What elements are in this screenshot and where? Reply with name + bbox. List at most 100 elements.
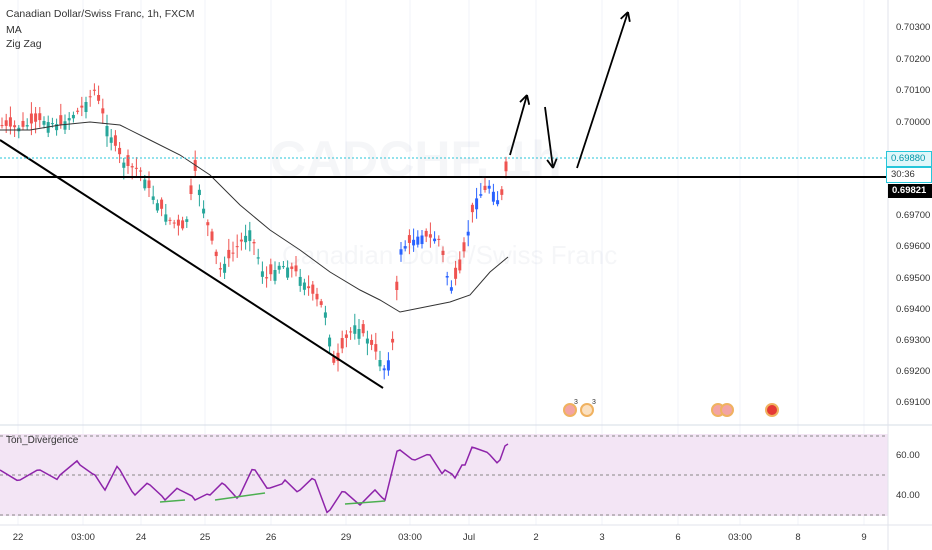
candle: [168, 219, 172, 221]
candle: [290, 266, 294, 269]
price-tick: 0.69700: [896, 210, 931, 221]
indicator-label[interactable]: Ton_Divergence: [6, 435, 79, 446]
divergence-line: [214, 492, 266, 501]
candle: [340, 338, 344, 349]
projection-arrow: [509, 94, 528, 156]
candle: [122, 162, 126, 168]
candle: [319, 301, 323, 305]
level-price-badge[interactable]: 0.69821: [888, 184, 932, 198]
candle: [315, 293, 319, 300]
candle: [399, 249, 403, 255]
event-count: 3: [592, 399, 596, 406]
candle: [416, 236, 420, 245]
candle: [496, 200, 500, 205]
candle: [353, 325, 357, 334]
candle: [8, 117, 12, 127]
candle: [189, 185, 193, 194]
candle: [487, 185, 491, 189]
candle: [172, 222, 176, 224]
candle: [231, 252, 235, 254]
price-tick: 0.69400: [896, 304, 931, 315]
candle: [470, 204, 474, 213]
candle: [105, 126, 109, 137]
candle: [307, 286, 311, 289]
candle: [378, 360, 382, 367]
candle: [277, 265, 281, 270]
candle: [109, 137, 113, 143]
candle: [311, 284, 315, 294]
candle: [428, 234, 432, 238]
price-tick: 0.69100: [896, 397, 931, 408]
countdown-badge: 30:36: [886, 167, 932, 183]
candle: [332, 356, 336, 363]
candle: [244, 235, 248, 243]
indicator-pane[interactable]: [0, 435, 888, 516]
event-count: 3: [574, 399, 578, 406]
candle: [328, 337, 332, 347]
candle: [80, 105, 84, 108]
zigzag-legend[interactable]: Zig Zag: [6, 38, 42, 50]
candle: [500, 189, 504, 195]
candle: [349, 331, 353, 333]
candle: [59, 115, 63, 125]
indicator-tick: 40.00: [896, 490, 920, 501]
candle: [0, 125, 4, 127]
candle: [357, 329, 361, 339]
candle: [227, 249, 231, 259]
candle: [155, 203, 159, 211]
candle: [395, 281, 399, 290]
canada-flag-icon[interactable]: [563, 403, 577, 417]
swiss-flag-icon[interactable]: [765, 403, 779, 417]
indicator-tick: 60.00: [896, 450, 920, 461]
canada-flag-icon[interactable]: [580, 403, 594, 417]
candle: [294, 265, 298, 272]
candle: [407, 235, 411, 243]
candle: [475, 198, 479, 210]
candle: [55, 124, 59, 131]
candle: [269, 264, 273, 275]
last-price-badge[interactable]: 0.69880: [886, 151, 932, 167]
arrow-head: [526, 94, 531, 105]
candle: [361, 324, 365, 334]
candle: [63, 121, 67, 130]
projection-arrow: [544, 106, 554, 169]
symbol-legend[interactable]: Canadian Dollar/Swiss Franc, 1h, FXCM: [6, 8, 195, 20]
arrow-head: [620, 11, 629, 20]
candle: [76, 110, 80, 112]
time-tick: 2: [533, 532, 539, 543]
candle: [260, 271, 264, 277]
candle: [370, 339, 374, 345]
candle: [483, 185, 487, 190]
candle: [38, 113, 42, 121]
time-tick: 6: [675, 532, 681, 543]
candle: [218, 268, 222, 270]
candle: [323, 312, 327, 318]
candle: [386, 360, 390, 371]
candle: [160, 199, 164, 209]
candle: [403, 246, 407, 249]
candle: [71, 114, 75, 119]
candle: [42, 121, 46, 125]
time-tick: 29: [340, 532, 352, 543]
time-tick: 25: [199, 532, 211, 543]
price-pane[interactable]: [0, 0, 888, 525]
candle: [336, 352, 340, 361]
candle: [67, 118, 71, 121]
candle: [286, 267, 290, 278]
canada-flag-icon[interactable]: [720, 403, 734, 417]
candle: [462, 242, 466, 252]
candle: [466, 231, 470, 236]
candle: [143, 179, 147, 189]
candle: [235, 246, 239, 248]
ma-legend[interactable]: MA: [6, 24, 22, 36]
arrow-head: [546, 159, 554, 169]
candle: [29, 113, 33, 124]
candle: [412, 239, 416, 246]
candle: [92, 89, 96, 91]
candle: [298, 276, 302, 286]
candle: [273, 270, 277, 281]
candle: [206, 222, 210, 226]
candle: [134, 167, 138, 169]
candle: [239, 239, 243, 242]
